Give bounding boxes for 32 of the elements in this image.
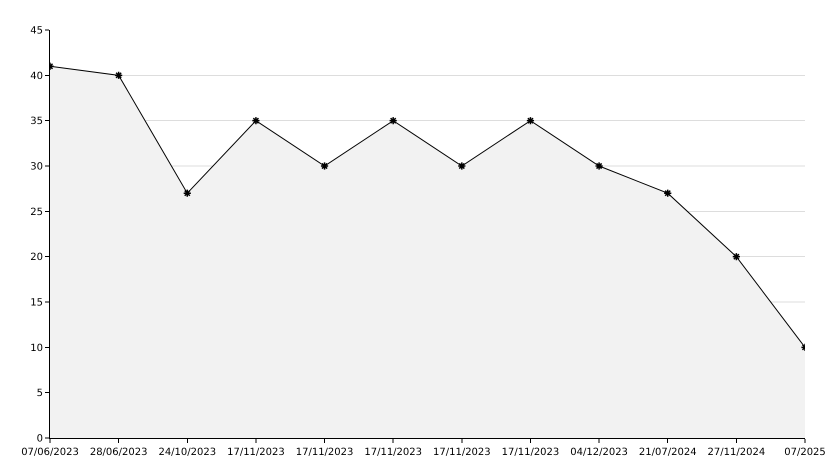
x-tick-label: 17/11/2023 [296,447,354,458]
point [252,116,260,126]
point [732,252,741,262]
y-tick-label: 25 [30,206,43,218]
y-tick-label: 5 [36,388,43,400]
point [320,162,329,170]
y-tick-label: 20 [30,252,43,264]
x-tick-label: 28/06/2023 [90,447,148,458]
x-tick-label: 17/11/2023 [364,447,422,458]
x-tick-label: 17/11/2023 [433,447,491,458]
x-tick-label: 17/11/2023 [227,447,285,458]
y-tick-label: 45 [30,26,43,36]
x-tick-label: 27/11/2024 [708,447,766,458]
point [388,116,398,126]
point [526,116,535,126]
point [663,188,672,198]
x-tick-label: 21/07/2024 [638,447,697,458]
point [594,162,604,170]
x-tick-label: 04/12/2023 [570,447,628,458]
point [457,162,466,170]
y-tick-label: 40 [30,70,43,82]
x-tick-label: 24/10/2023 [158,447,216,458]
y-tick-label: 30 [30,162,43,172]
y-tick-label: 35 [30,116,43,128]
x-tick-label: 17/11/2023 [502,447,560,458]
point [114,70,123,80]
y-tick-label: 10 [30,342,43,354]
x-tick-label: 07/06/2023 [21,447,79,458]
y-tick-label: 0 [36,434,43,444]
point [182,188,192,198]
x-tick-label: 07/2025 [784,447,826,458]
y-tick-label: 15 [30,298,43,308]
